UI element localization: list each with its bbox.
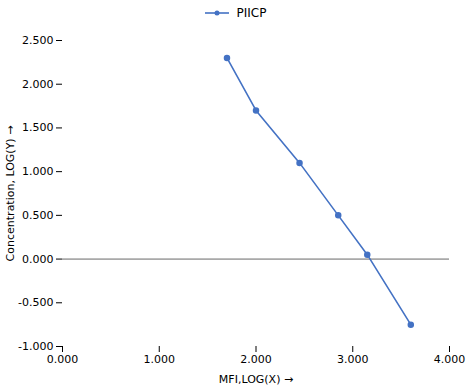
svg-text:0.000: 0.000 (22, 253, 54, 266)
svg-text:MFI,LOG(X) →: MFI,LOG(X) → (219, 373, 293, 386)
svg-text:Concentration, LOG(Y) →: Concentration, LOG(Y) → (4, 126, 17, 262)
svg-text:2.000: 2.000 (22, 78, 54, 91)
svg-text:-0.500: -0.500 (18, 296, 53, 309)
svg-text:2.000: 2.000 (240, 353, 272, 366)
html-text:PIICP: PIICP (236, 6, 267, 20)
svg-text:-1.000: -1.000 (18, 340, 53, 353)
svg-text:1.000: 1.000 (22, 165, 54, 178)
svg-text:3.000: 3.000 (337, 353, 369, 366)
svg-text:1.000: 1.000 (144, 353, 176, 366)
svg-text:1.500: 1.500 (22, 121, 54, 134)
svg-text:4.000: 4.000 (434, 353, 466, 366)
svg-text:0.000: 0.000 (47, 353, 79, 366)
svg-text:0.500: 0.500 (22, 209, 54, 222)
svg-text:2.500: 2.500 (22, 34, 54, 47)
